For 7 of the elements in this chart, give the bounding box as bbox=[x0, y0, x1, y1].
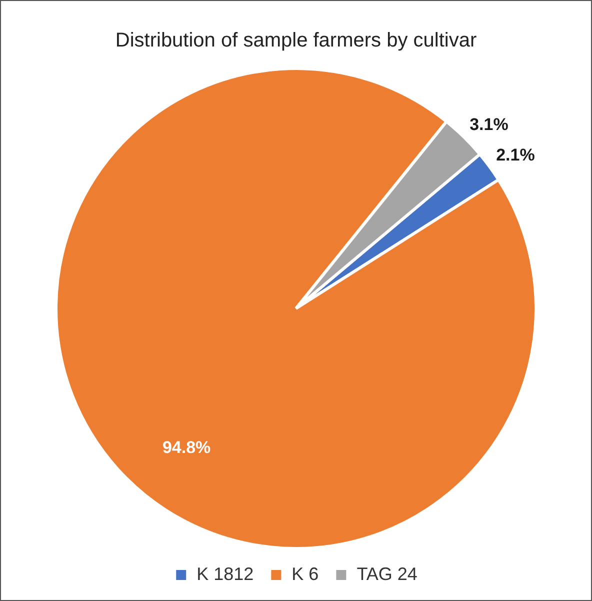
legend-label: TAG 24 bbox=[356, 564, 418, 584]
legend-label: K 1812 bbox=[196, 564, 254, 584]
chart-title: Distribution of sample farmers by cultivar bbox=[115, 30, 477, 52]
data-label: 3.1% bbox=[470, 115, 508, 134]
data-label: 2.1% bbox=[496, 146, 535, 165]
legend-label: K 6 bbox=[292, 564, 319, 584]
data-label: 94.8% bbox=[162, 438, 211, 458]
